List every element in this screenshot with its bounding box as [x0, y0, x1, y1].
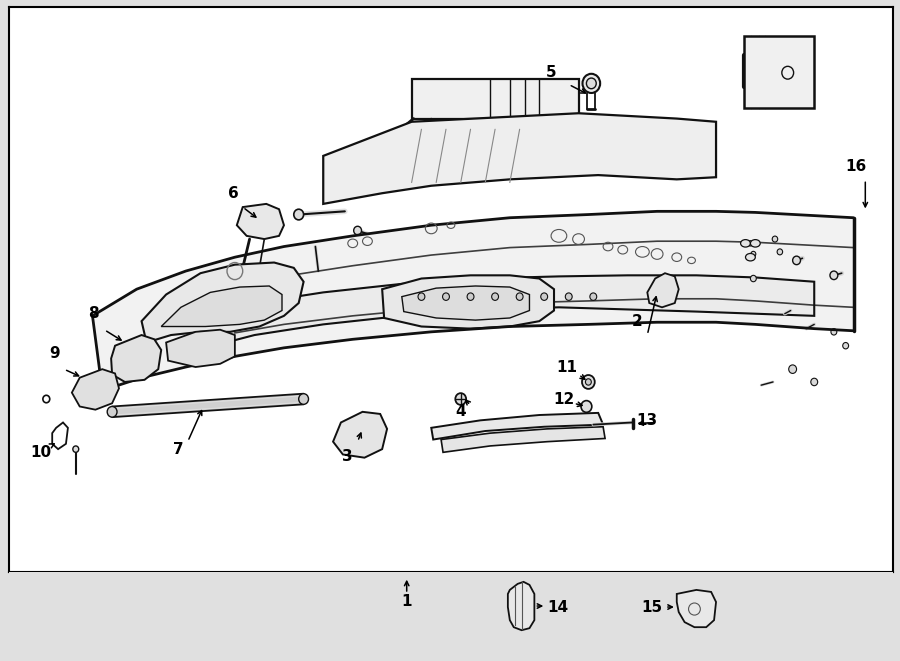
- Text: 2: 2: [632, 314, 643, 329]
- Circle shape: [751, 251, 756, 256]
- Text: 1: 1: [401, 594, 412, 609]
- Circle shape: [831, 329, 837, 335]
- Circle shape: [491, 293, 499, 300]
- Circle shape: [582, 74, 600, 93]
- Polygon shape: [72, 369, 119, 410]
- Circle shape: [73, 446, 78, 452]
- Text: 5: 5: [545, 65, 556, 80]
- Circle shape: [299, 394, 309, 405]
- Circle shape: [748, 241, 753, 246]
- Circle shape: [788, 365, 796, 373]
- Circle shape: [293, 210, 303, 220]
- Circle shape: [830, 271, 838, 280]
- Circle shape: [455, 393, 466, 405]
- Circle shape: [587, 78, 596, 89]
- Circle shape: [581, 401, 592, 412]
- Text: 9: 9: [49, 346, 59, 361]
- Circle shape: [772, 236, 778, 242]
- Circle shape: [842, 342, 849, 349]
- Circle shape: [541, 293, 547, 300]
- Ellipse shape: [751, 239, 760, 247]
- Polygon shape: [677, 590, 716, 627]
- Text: 7: 7: [173, 442, 184, 457]
- Polygon shape: [431, 413, 603, 440]
- Circle shape: [107, 407, 117, 417]
- Text: 6: 6: [228, 186, 238, 201]
- Text: 8: 8: [88, 306, 99, 321]
- Polygon shape: [382, 276, 554, 329]
- Circle shape: [443, 293, 449, 300]
- Text: 15: 15: [641, 600, 662, 615]
- Circle shape: [517, 293, 523, 300]
- Polygon shape: [237, 204, 284, 239]
- Polygon shape: [743, 36, 814, 108]
- Polygon shape: [441, 427, 605, 452]
- Circle shape: [590, 293, 597, 300]
- Circle shape: [565, 293, 572, 300]
- Circle shape: [777, 249, 783, 255]
- Text: 3: 3: [343, 449, 353, 464]
- Ellipse shape: [741, 239, 751, 247]
- Text: 10: 10: [30, 445, 51, 460]
- Text: 4: 4: [455, 405, 466, 419]
- Polygon shape: [161, 286, 282, 327]
- Circle shape: [582, 375, 595, 389]
- Circle shape: [354, 226, 362, 235]
- Polygon shape: [333, 412, 387, 457]
- Circle shape: [793, 256, 800, 264]
- Polygon shape: [111, 335, 161, 382]
- Text: 14: 14: [547, 600, 568, 615]
- Text: 13: 13: [636, 413, 658, 428]
- Polygon shape: [401, 286, 529, 320]
- Circle shape: [467, 293, 474, 300]
- Ellipse shape: [745, 253, 755, 261]
- Polygon shape: [647, 273, 679, 307]
- Polygon shape: [93, 212, 853, 391]
- Text: 11: 11: [556, 360, 577, 375]
- Polygon shape: [323, 113, 716, 204]
- Polygon shape: [205, 276, 815, 348]
- Circle shape: [418, 293, 425, 300]
- Polygon shape: [141, 262, 303, 342]
- Circle shape: [811, 378, 818, 385]
- Polygon shape: [411, 79, 579, 118]
- Circle shape: [751, 276, 756, 282]
- Polygon shape: [166, 330, 235, 367]
- Text: 12: 12: [554, 391, 574, 407]
- Circle shape: [585, 379, 591, 385]
- Text: 16: 16: [845, 159, 866, 174]
- Polygon shape: [508, 582, 535, 630]
